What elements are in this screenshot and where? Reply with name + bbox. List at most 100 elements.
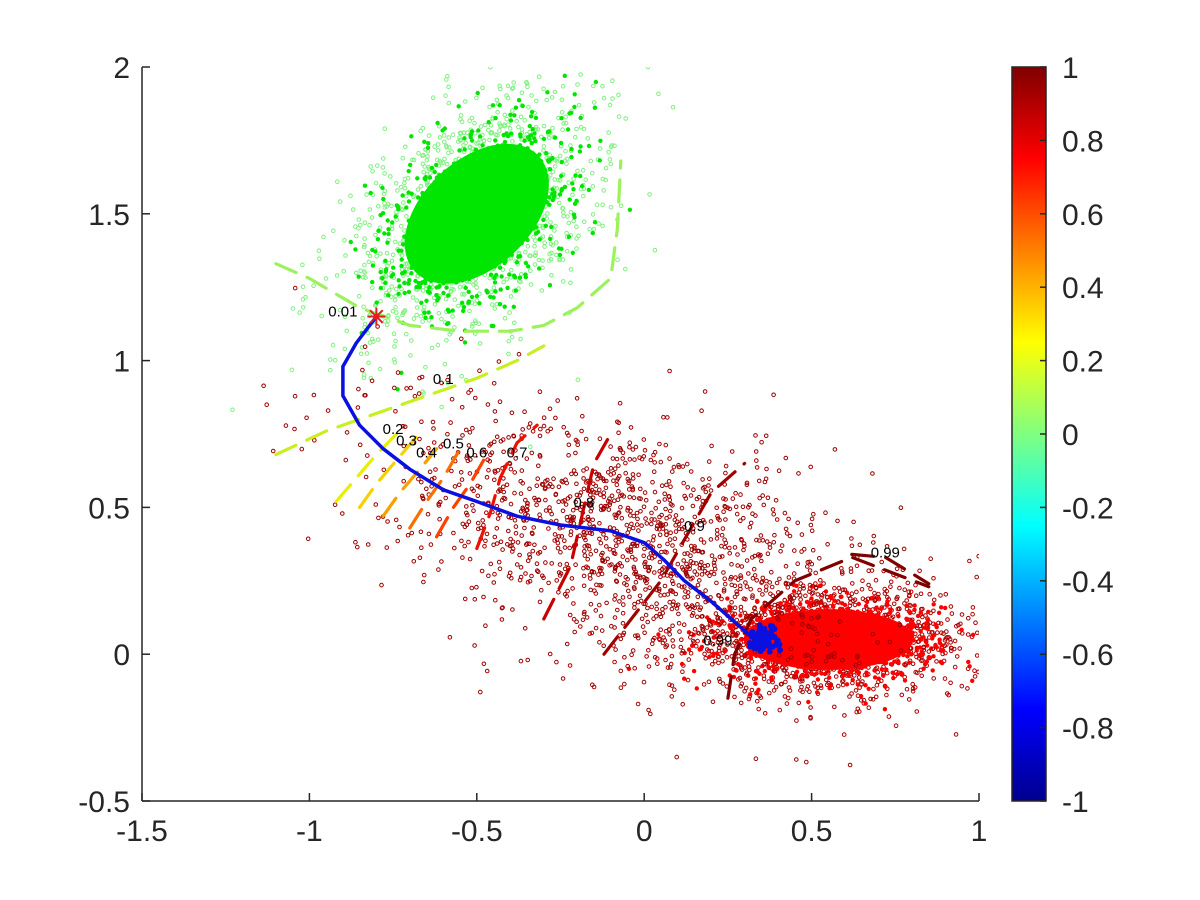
scatter-point (651, 616, 656, 622)
scatter-point (725, 642, 730, 647)
scatter-point (549, 224, 554, 230)
scatter-point (473, 318, 478, 323)
scatter-point (442, 273, 447, 278)
scatter-point (818, 578, 823, 583)
scatter-point (408, 353, 413, 358)
scatter-point (714, 620, 719, 626)
scatter-point (433, 467, 438, 472)
scatter-point (509, 575, 514, 581)
scatter-point (505, 133, 511, 139)
scatter-point (509, 131, 514, 136)
scatter-point (815, 652, 821, 658)
scatter-point (685, 485, 691, 490)
scatter-point (466, 157, 471, 162)
scatter-point (879, 650, 884, 655)
scatter-point (388, 174, 393, 179)
scatter-point (542, 545, 547, 551)
scatter-point (908, 603, 913, 608)
scatter-point (375, 324, 380, 329)
scatter-point (882, 644, 887, 649)
scatter-point (404, 261, 410, 266)
scatter-point (706, 483, 711, 488)
scatter-point (828, 683, 833, 688)
scatter-point (844, 682, 850, 687)
scatter-point (424, 157, 430, 163)
scatter-point (453, 280, 459, 285)
scatter-point (794, 718, 799, 723)
scatter-point (589, 170, 595, 176)
scatter-point (873, 606, 878, 611)
scatter-point (760, 575, 766, 581)
scatter-point (416, 248, 422, 253)
scatter-point (425, 145, 431, 150)
scatter-point (362, 344, 368, 350)
scatter-point (785, 621, 790, 627)
scatter-point (811, 648, 816, 653)
scatter-point (884, 544, 890, 549)
scatter-point (607, 157, 613, 162)
scatter-point (632, 605, 637, 610)
scatter-point (523, 249, 528, 255)
scatter-point (445, 73, 450, 79)
scatter-point (370, 285, 375, 291)
scatter-point (685, 594, 691, 599)
scatter-point (729, 582, 735, 588)
scatter-point (957, 629, 962, 635)
scatter-point (419, 479, 424, 485)
scatter-point (409, 134, 414, 139)
scatter-point (547, 508, 553, 514)
scatter-point (999, 617, 1003, 621)
scatter-point (620, 610, 626, 616)
scatter-point (685, 677, 691, 683)
scatter-point (801, 586, 806, 591)
scatter-point (974, 574, 979, 580)
scatter-point (531, 171, 537, 176)
scatter-point (609, 493, 615, 499)
scatter-point (663, 604, 668, 610)
scatter-point (519, 228, 525, 233)
scatter-point (673, 529, 679, 534)
scatter-point (504, 93, 509, 98)
scatter-point (943, 605, 948, 611)
scatter-point (381, 191, 387, 197)
scatter-point (820, 613, 825, 619)
scatter-point (419, 266, 425, 272)
scatter-point (353, 270, 359, 276)
scatter-point (407, 278, 412, 283)
scatter-point (819, 595, 824, 600)
scatter-point (328, 357, 333, 362)
scatter-point (604, 503, 610, 509)
scatter-point (910, 681, 916, 687)
scatter-point (645, 605, 650, 611)
scatter-point (360, 315, 366, 321)
scatter-point (448, 185, 453, 190)
scatter-point (550, 169, 556, 175)
scatter-point (732, 594, 738, 600)
scatter-point (692, 626, 698, 632)
scatter-point (801, 546, 807, 552)
scatter-point (957, 646, 963, 651)
scatter-point (861, 646, 866, 652)
scatter-point (826, 670, 831, 676)
scatter-point (366, 360, 371, 366)
scatter-point (849, 655, 855, 660)
scatter-point (414, 298, 420, 303)
scatter-point (504, 155, 509, 160)
scatter-point (485, 175, 490, 180)
scatter-point (432, 302, 438, 307)
scatter-point (457, 202, 462, 207)
scatter-point (471, 191, 476, 197)
scatter-point (392, 385, 397, 391)
scatter-point (860, 596, 866, 602)
scatter-point (774, 517, 780, 522)
scatter-point (808, 705, 813, 710)
scatter-point (765, 551, 771, 557)
scatter-point (484, 258, 489, 264)
scatter-point (596, 221, 601, 226)
scatter-point (410, 295, 416, 300)
scatter-point (815, 690, 820, 695)
scatter-point (393, 239, 398, 245)
scatter-point (891, 634, 896, 640)
scatter-point (562, 73, 567, 79)
scatter-point (614, 482, 620, 488)
